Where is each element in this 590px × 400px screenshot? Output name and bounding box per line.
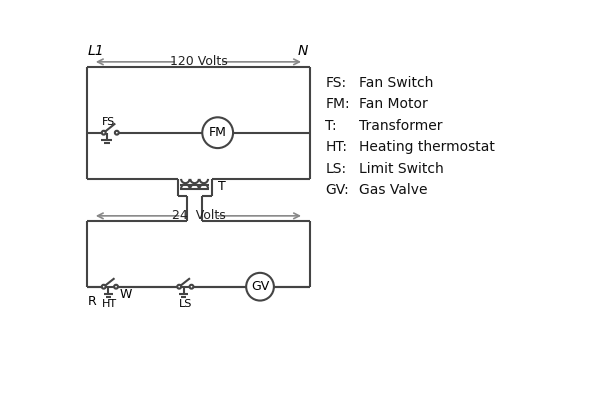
Text: T:: T: — [326, 119, 337, 133]
Text: FS: FS — [101, 117, 115, 127]
Circle shape — [202, 117, 233, 148]
Text: Heating thermostat: Heating thermostat — [359, 140, 494, 154]
Text: 24  Volts: 24 Volts — [172, 209, 225, 222]
Circle shape — [102, 285, 106, 289]
Text: FS:: FS: — [326, 76, 346, 90]
Text: Limit Switch: Limit Switch — [359, 162, 443, 176]
Text: Gas Valve: Gas Valve — [359, 184, 427, 198]
Text: L1: L1 — [87, 44, 104, 58]
Text: HT:: HT: — [326, 140, 348, 154]
Text: Fan Motor: Fan Motor — [359, 97, 427, 111]
Text: W: W — [120, 288, 132, 301]
Text: GV:: GV: — [326, 184, 349, 198]
Text: T: T — [218, 180, 225, 194]
Circle shape — [189, 285, 194, 289]
Text: FM:: FM: — [326, 97, 350, 111]
Text: Fan Switch: Fan Switch — [359, 76, 433, 90]
Text: R: R — [87, 295, 96, 308]
Text: LS:: LS: — [326, 162, 346, 176]
Circle shape — [102, 131, 106, 135]
Text: 120 Volts: 120 Volts — [169, 55, 227, 68]
Text: LS: LS — [179, 299, 192, 309]
Circle shape — [177, 285, 181, 289]
Text: Transformer: Transformer — [359, 119, 442, 133]
Circle shape — [114, 285, 118, 289]
Text: FM: FM — [209, 126, 227, 139]
Text: HT: HT — [102, 299, 117, 309]
Text: GV: GV — [251, 280, 269, 293]
Circle shape — [246, 273, 274, 300]
Circle shape — [115, 131, 119, 135]
Text: N: N — [297, 44, 308, 58]
